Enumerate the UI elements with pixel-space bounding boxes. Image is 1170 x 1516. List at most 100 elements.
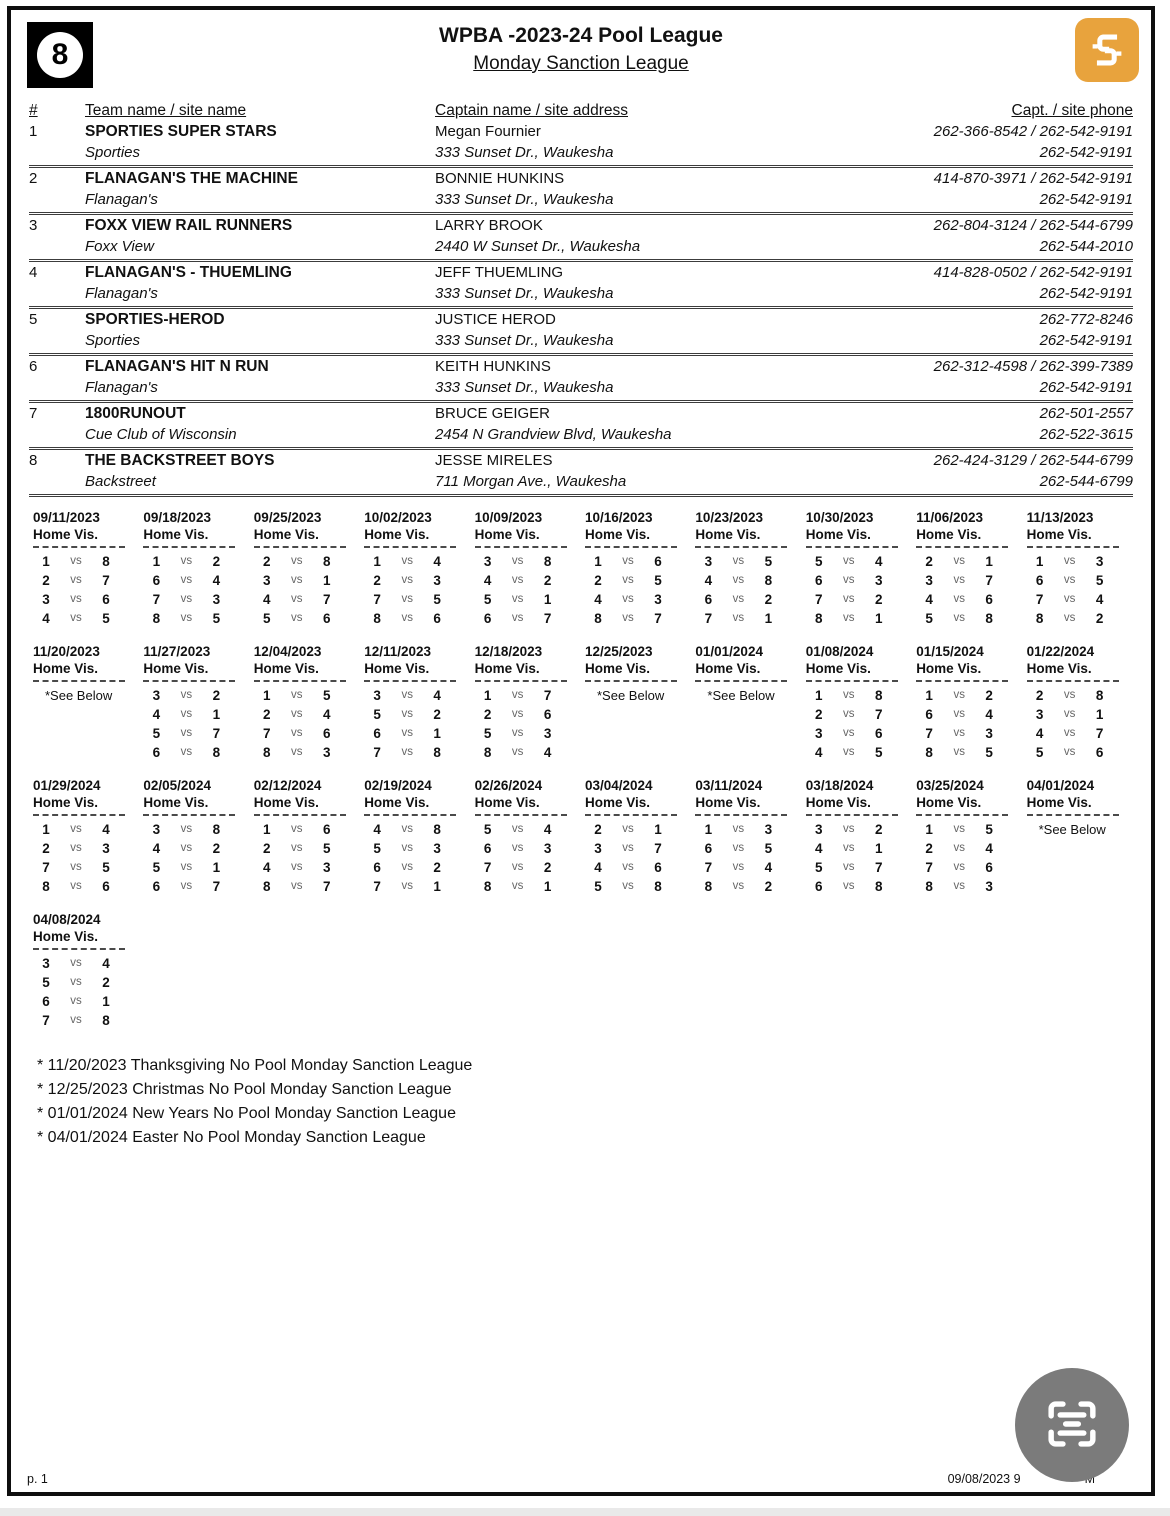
schedule-week: 10/16/2023 Home Vis. 1 vs 6 2 vs 5 4 vs …: [585, 509, 695, 628]
dashed-divider: [143, 812, 236, 816]
match-row: 5 vs 1: [143, 858, 253, 877]
home-team-number: 5: [263, 611, 271, 626]
schedule-week: 03/04/2024 Home Vis. 2 vs 1 3 vs 7 4 vs …: [585, 777, 695, 896]
home-vis-header: Home Vis.: [364, 661, 430, 676]
home-team-number: 7: [152, 592, 161, 607]
see-below-note: *See Below: [597, 688, 665, 703]
col-header-team: Team name / site name: [85, 102, 247, 119]
match-row: 7 vs 6: [254, 724, 364, 743]
match-row: 5 vs 8: [585, 877, 695, 896]
vs-label: vs: [622, 574, 634, 586]
match-row: 8 vs 2: [695, 877, 805, 896]
vs-label: vs: [401, 593, 413, 605]
match-list: 1 vs 6 2 vs 5 4 vs 3 8 vs 7: [254, 820, 364, 896]
visitor-team-number: 1: [1095, 707, 1104, 722]
home-team-number: 8: [483, 745, 492, 760]
visitor-team-number: 1: [102, 994, 110, 1009]
vs-label: vs: [70, 976, 82, 988]
home-team-number: 4: [704, 573, 713, 588]
home-team-number: 2: [1035, 688, 1044, 703]
match-row: 8 vs 6: [33, 877, 143, 896]
home-team-number: 3: [263, 573, 271, 588]
team-name: THE BACKSTREET BOYS: [85, 452, 275, 469]
home-team-number: 8: [1035, 611, 1044, 626]
match-row: 5 vs 7: [806, 858, 916, 877]
match-row: 2 vs 3: [364, 571, 474, 590]
home-team-number: 2: [42, 841, 50, 856]
week-date: 10/16/2023: [585, 510, 653, 525]
home-team-number: 8: [594, 611, 602, 626]
dashed-divider: [474, 544, 567, 548]
vs-label: vs: [843, 823, 855, 835]
match-row: 4 vs 7: [1027, 724, 1137, 743]
match-list: *See Below: [1027, 820, 1137, 839]
home-team-number: 1: [815, 688, 823, 703]
vs-label: vs: [953, 861, 965, 873]
match-row: 2 vs 1: [916, 552, 1026, 571]
site-address: 2454 N Grandview Blvd, Waukesha: [435, 425, 672, 443]
home-team-number: 4: [263, 860, 271, 875]
home-team-number: 7: [373, 879, 381, 894]
home-vis-header: Home Vis.: [585, 795, 651, 810]
match-row: 8 vs 4: [475, 743, 585, 762]
visitor-team-number: 6: [323, 726, 331, 741]
vs-label: vs: [843, 861, 855, 873]
eight-ball-icon: 8: [27, 22, 93, 88]
site-name: Sporties: [85, 143, 141, 161]
vs-label: vs: [622, 880, 634, 892]
site-phone: 262-542-9191: [1039, 190, 1133, 208]
match-row: 3 vs 5: [695, 552, 805, 571]
home-team-number: 1: [925, 688, 933, 703]
vs-label: vs: [401, 708, 413, 720]
visitor-team-number: 1: [543, 592, 552, 607]
home-team-number: 6: [815, 879, 823, 894]
match-list: 3 vs 2 4 vs 1 5 vs 7 6 vs 8: [806, 820, 916, 896]
phone-cell: 414-870-3971 / 262-542-9191 262-542-9191: [683, 169, 1133, 210]
schedule-week: 04/08/2024 Home Vis. 3 vs 4 5 vs 2 6 vs …: [33, 911, 143, 1030]
home-team-number: 2: [594, 822, 602, 837]
vs-label: vs: [291, 842, 303, 854]
match-row: 7 vs 5: [33, 858, 143, 877]
visitor-team-number: 5: [654, 573, 662, 588]
vs-label: vs: [511, 593, 524, 605]
match-list: 2 vs 1 3 vs 7 4 vs 6 5 vs 8: [916, 552, 1026, 628]
match-row: 1 vs 3: [1027, 552, 1137, 571]
visitor-team-number: 2: [212, 554, 221, 569]
match-row: 4 vs 7: [254, 590, 364, 609]
home-team-number: 7: [1035, 592, 1044, 607]
visitor-team-number: 3: [433, 573, 441, 588]
see-below-note: *See Below: [45, 688, 113, 703]
match-list: 2 vs 1 3 vs 7 4 vs 6 5 vs 8: [585, 820, 695, 896]
vs-label: vs: [291, 880, 303, 892]
visitor-team-number: 2: [543, 860, 552, 875]
scan-text-button[interactable]: [1015, 1368, 1129, 1482]
dashed-divider: [585, 678, 677, 682]
visitor-team-number: 1: [875, 841, 883, 856]
week-date: 02/26/2024: [474, 778, 543, 793]
vs-label: vs: [953, 842, 965, 854]
home-team-number: 8: [263, 879, 271, 894]
home-team-number: 8: [815, 611, 823, 626]
visitor-team-number: 6: [323, 822, 331, 837]
home-team-number: 5: [152, 726, 161, 741]
visitor-team-number: 8: [102, 554, 110, 569]
home-team-number: 8: [925, 745, 933, 760]
match-row: 8 vs 7: [585, 609, 695, 628]
vs-label: vs: [953, 880, 965, 892]
vs-label: vs: [953, 612, 965, 624]
home-team-number: 7: [373, 592, 381, 607]
site-phone: 262-522-3615: [1039, 425, 1133, 443]
visitor-team-number: 3: [212, 592, 221, 607]
visitor-team-number: 1: [875, 611, 883, 626]
visitor-team-number: 2: [764, 592, 773, 607]
match-row: 6 vs 8: [806, 877, 916, 896]
visitor-team-number: 6: [875, 726, 883, 741]
visitor-team-number: 5: [433, 592, 441, 607]
vs-label: vs: [180, 708, 193, 720]
match-list: 3 vs 8 4 vs 2 5 vs 1 6 vs 7: [143, 820, 253, 896]
week-date: 10/23/2023: [695, 510, 763, 525]
home-team-number: 1: [373, 554, 381, 569]
dashed-divider: [143, 678, 236, 682]
vs-label: vs: [291, 746, 303, 758]
